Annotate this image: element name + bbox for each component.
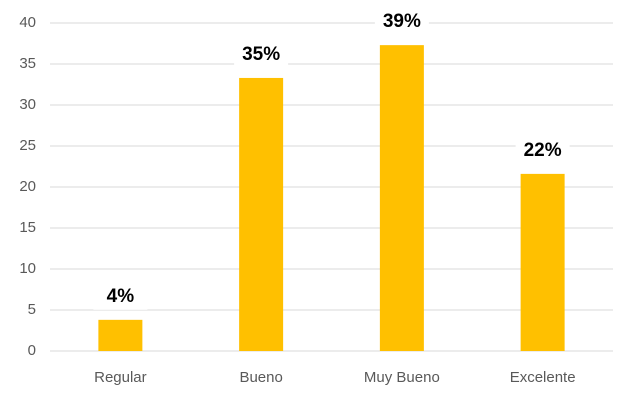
x-tick-label: Bueno <box>239 369 282 386</box>
bar <box>379 45 424 351</box>
data-label: 35% <box>242 44 280 65</box>
y-tick-label: 35 <box>19 55 36 72</box>
data-label-background <box>515 135 570 164</box>
y-tick-label: 5 <box>28 301 36 318</box>
y-tick-label: 30 <box>19 96 36 113</box>
data-label-background <box>234 39 289 68</box>
y-tick-label: 15 <box>19 219 36 236</box>
y-tick-label: 40 <box>19 14 36 31</box>
y-tick-label: 20 <box>19 178 36 195</box>
bar <box>239 77 284 351</box>
bar <box>520 173 565 351</box>
data-label-background <box>93 281 148 310</box>
y-tick-label: 10 <box>19 260 36 277</box>
y-tick-label: 0 <box>28 342 36 359</box>
data-label: 22% <box>524 140 562 161</box>
x-tick-label: Regular <box>94 369 147 386</box>
data-label-background <box>374 7 429 36</box>
x-tick-label: Muy Bueno <box>364 369 440 386</box>
bar <box>98 319 143 351</box>
x-tick-label: Excelente <box>510 369 576 386</box>
data-label: 4% <box>107 286 135 307</box>
y-tick-label: 25 <box>19 137 36 154</box>
data-label: 39% <box>383 11 421 32</box>
